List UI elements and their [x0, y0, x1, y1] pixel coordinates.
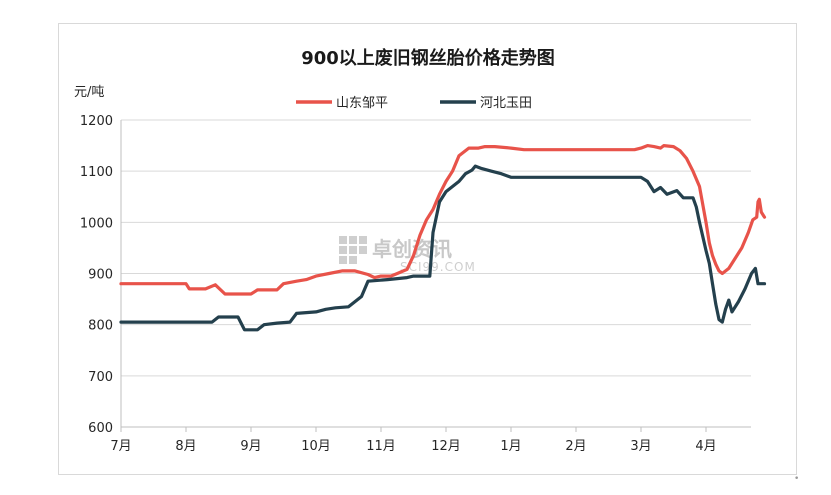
watermark-square	[339, 236, 347, 244]
x-tick-label: 11月	[366, 439, 396, 454]
y-tick-label: 1000	[80, 216, 113, 231]
watermark-square	[349, 236, 357, 244]
y-axis: 600 700 800 900 1000 1100 1200	[80, 114, 122, 436]
x-tick-label: 1月	[500, 439, 521, 454]
x-tick-label: 7月	[110, 439, 131, 454]
x-axis: 7月 8月 9月 10月 11月 12月 1月 2月 3月 4月	[110, 426, 751, 454]
x-tick-label: 9月	[240, 439, 261, 454]
legend-item-2: 河北玉田	[440, 96, 532, 111]
grid	[121, 119, 751, 428]
corner-mark: •	[794, 474, 799, 484]
x-tick-label: 2月	[565, 439, 586, 454]
y-tick-label: 1100	[80, 165, 113, 180]
legend-item-1: 山东邹平	[296, 95, 388, 111]
x-tick-label: 10月	[301, 439, 331, 454]
series-line-2	[119, 164, 767, 332]
y-tick-label: 800	[88, 319, 113, 334]
x-tick-label: 3月	[630, 439, 651, 454]
watermark-square	[359, 236, 367, 244]
y-tick-label: 600	[88, 421, 113, 436]
x-tick-label: 4月	[695, 439, 716, 454]
legend-label: 山东邹平	[336, 95, 388, 111]
y-tick-label: 1200	[80, 114, 113, 129]
watermark-square	[339, 256, 347, 264]
series-line-1	[119, 144, 767, 296]
watermark-square	[359, 246, 367, 254]
chart-title: 900以上废旧钢丝胎价格走势图	[301, 47, 555, 69]
y-axis-unit: 元/吨	[74, 85, 104, 100]
watermark-square	[349, 256, 357, 264]
chart-frame	[58, 23, 797, 475]
y-tick-label: 900	[88, 268, 113, 283]
x-tick-label: 8月	[175, 439, 196, 454]
watermark-square	[339, 246, 347, 254]
legend-label: 河北玉田	[480, 96, 532, 111]
y-tick-label: 700	[88, 370, 113, 385]
watermark-logo-icon	[339, 236, 367, 264]
watermark-square	[349, 246, 357, 254]
series-group	[119, 144, 767, 332]
legend: 山东邹平 河北玉田	[296, 95, 532, 111]
x-tick-label: 12月	[431, 439, 461, 454]
watermark-subtext: SCI99.COM	[400, 260, 476, 274]
